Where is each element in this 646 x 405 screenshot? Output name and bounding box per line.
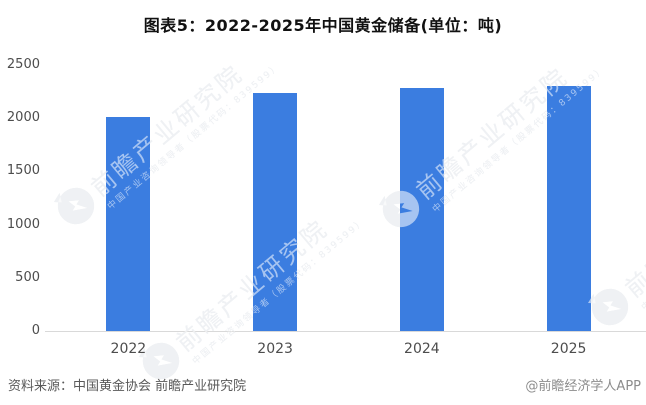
y-tick-label: 1000 [6, 216, 40, 232]
y-tick-label: 500 [15, 269, 40, 285]
y-tick-label: 0 [31, 323, 40, 338]
plot-area [55, 65, 642, 331]
x-tick-label: 2023 [257, 341, 293, 357]
x-axis: 2022 2023 2024 2025 [55, 341, 642, 361]
credit-note: @前瞻经济学人APP [525, 379, 641, 394]
y-tick-label: 1500 [6, 163, 40, 179]
bar-2024 [399, 88, 444, 331]
source-note: 资料来源：中国黄金协会 前瞻产业研究院 [8, 379, 247, 394]
y-tick-label: 2000 [6, 110, 40, 126]
y-tick-label: 2500 [6, 57, 40, 72]
bar-2025 [546, 86, 591, 331]
bar-2022 [106, 117, 151, 331]
x-tick-label: 2024 [404, 341, 440, 357]
x-tick-label: 2022 [110, 341, 147, 357]
chart-title: 图表5：2022-2025年中国黄金储备(单位：吨) [143, 16, 503, 35]
y-axis: 0 500 1000 1500 2000 2500 [0, 57, 40, 338]
x-axis-baseline [45, 331, 646, 332]
bar-2023 [253, 93, 298, 331]
x-tick-label: 2025 [550, 341, 587, 357]
